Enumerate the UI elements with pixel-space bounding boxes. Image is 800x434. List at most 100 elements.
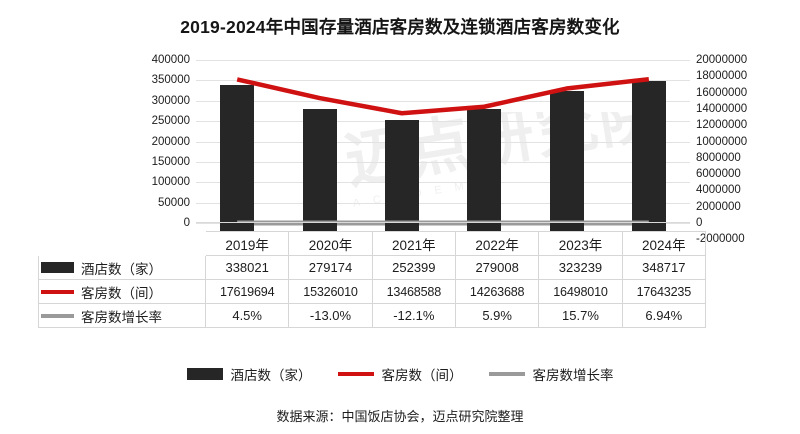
page-title: 2019-2024年中国存量酒店客房数及连锁酒店客房数变化 <box>180 17 620 37</box>
bar-base <box>302 223 337 231</box>
line-series <box>236 76 650 226</box>
cell-rooms: 17643235 <box>621 279 706 304</box>
header-cell: 2021年 <box>371 231 456 256</box>
line-path <box>236 76 650 116</box>
axis-tick-label: 16000000 <box>696 86 748 99</box>
gridline <box>196 182 690 184</box>
table-row-growth: 客房数增长率 4.5% -13.0% -12.1% 5.9% 15.7% 6.94% <box>38 303 706 328</box>
cell-hotels: 348717 <box>621 255 706 280</box>
gray-line-swatch-icon <box>488 372 525 376</box>
axis-tick-label: 300000 <box>151 94 190 107</box>
axis-tick-label: 20000000 <box>696 54 748 66</box>
plot-area <box>196 60 690 226</box>
gridline <box>196 100 690 102</box>
bar-series-extension <box>196 223 690 231</box>
bar-base <box>631 223 666 231</box>
left-axis-labels: 0 50000 100000 150000 200000 250000 300000 3500… <box>100 54 190 229</box>
cell-rooms: 13468588 <box>371 279 456 304</box>
axis-tick-label: 150000 <box>151 155 190 168</box>
cell-growth: 6.94% <box>621 303 706 328</box>
cell-growth: 15.7% <box>538 303 623 328</box>
table-row-label-growth: 客房数增长率 <box>38 303 206 328</box>
table-header-row: 2019年 2020年 2021年 2022年 2023年 2024年 <box>38 231 706 256</box>
table-row-rooms: 客房数（间） 17619694 15326010 13468588 14263688 1… <box>38 279 706 304</box>
chart-legend: 酒店数（家） 客房数（间） 客房数增长率 <box>0 364 800 384</box>
cell-growth: 5.9% <box>454 303 540 328</box>
gridline <box>196 60 690 61</box>
axis-tick-label: 350000 <box>151 74 190 87</box>
bar <box>631 80 666 223</box>
right-axis-labels: -2000000 0 2000000 4000000 6000000 8000000 100… <box>696 54 800 245</box>
bar <box>302 109 337 223</box>
bar-base <box>467 223 502 231</box>
cell-rooms: 15326010 <box>288 279 373 304</box>
axis-tick-label: 0 <box>183 217 190 229</box>
red-line-swatch-icon <box>337 372 374 376</box>
bar <box>467 109 502 223</box>
axis-tick-label: 12000000 <box>696 119 748 132</box>
legend-label: 客房数（间） <box>381 368 463 383</box>
axis-tick-label: 250000 <box>151 115 190 128</box>
bar-base <box>220 223 255 231</box>
table-row-label-rooms: 客房数（间） <box>38 279 206 304</box>
axis-tick-label: 0 <box>696 217 703 229</box>
axis-tick-label: 8000000 <box>696 151 741 164</box>
cell-growth: 4.5% <box>204 303 290 328</box>
cell-rooms: 14263688 <box>454 279 540 304</box>
axis-tick-label: 10000000 <box>696 135 748 148</box>
legend-label: 客房数增长率 <box>532 368 614 383</box>
gridline <box>196 202 690 204</box>
source-note: 数据来源：中国饭店协会，迈点研究院整理 <box>276 409 524 424</box>
cell-rooms: 16498010 <box>538 279 623 304</box>
axis-tick-label: 14000000 <box>696 102 748 115</box>
gray-line-swatch-icon <box>41 313 74 318</box>
axis-tick-label: 4000000 <box>696 184 741 197</box>
axis-baseline <box>196 222 690 223</box>
gridline <box>196 161 690 163</box>
gridline <box>196 121 690 123</box>
axis-tick-label: 200000 <box>151 135 190 148</box>
legend-label: 酒店数（家） <box>230 368 312 383</box>
axis-tick-label: 50000 <box>158 196 190 209</box>
axis-tick-label: 2000000 <box>696 200 741 213</box>
row-label-text: 客房数（间） <box>81 285 162 301</box>
row-label-text: 酒店数（家） <box>81 261 162 277</box>
bar <box>549 91 584 223</box>
cell-growth: -12.1% <box>371 303 456 328</box>
bar-base <box>384 223 419 231</box>
header-cell: 2022年 <box>454 231 540 256</box>
bar-base <box>549 223 584 231</box>
gridline <box>196 141 690 143</box>
data-table: 2019年 2020年 2021年 2022年 2023年 2024年 酒店数（家） 33… <box>38 231 706 328</box>
bar <box>220 85 255 223</box>
cell-hotels: 323239 <box>538 255 623 280</box>
red-line-swatch-icon <box>41 289 74 294</box>
table-corner-cell <box>38 231 206 256</box>
bar <box>384 120 419 223</box>
axis-tick-label: 400000 <box>151 54 190 66</box>
header-cell: 2024年 <box>621 231 706 256</box>
header-cell: 2023年 <box>538 231 623 256</box>
bar-swatch-icon <box>41 262 74 273</box>
cell-hotels: 279174 <box>288 255 373 280</box>
legend-item-rooms: 客房数（间） <box>337 364 463 384</box>
axis-tick-label: -2000000 <box>696 233 745 246</box>
row-label-text: 客房数增长率 <box>81 309 162 325</box>
cell-hotels: 279008 <box>454 255 540 280</box>
legend-item-hotels: 酒店数（家） <box>186 364 312 384</box>
cell-hotels: 338021 <box>204 255 290 280</box>
axis-tick-label: 18000000 <box>696 70 748 83</box>
gridline <box>196 80 690 82</box>
cell-hotels: 252399 <box>371 255 456 280</box>
cell-growth: -13.0% <box>288 303 373 328</box>
axis-tick-label: 100000 <box>151 176 190 189</box>
header-cell: 2019年 <box>204 231 290 256</box>
axis-tick-label: 6000000 <box>696 168 741 181</box>
table-row-label-hotels: 酒店数（家） <box>38 255 206 280</box>
table-row-hotels: 酒店数（家） 338021 279174 252399 279008 323239 348… <box>38 255 706 280</box>
legend-item-growth: 客房数增长率 <box>488 364 614 384</box>
bar-swatch-icon <box>186 368 223 380</box>
header-cell: 2020年 <box>288 231 373 256</box>
cell-rooms: 17619694 <box>204 279 290 304</box>
